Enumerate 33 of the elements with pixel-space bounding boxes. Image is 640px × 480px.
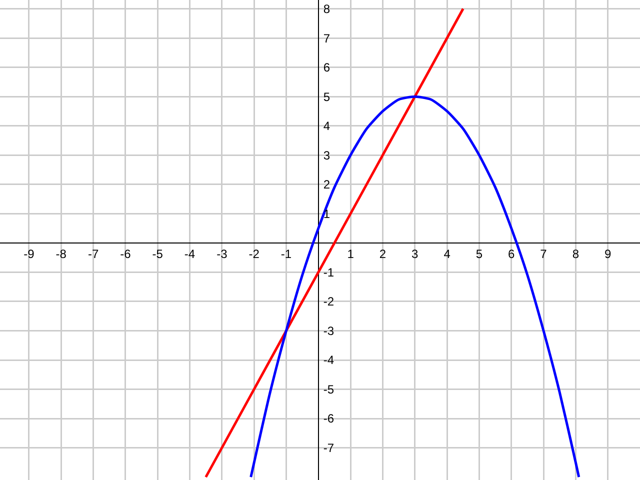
y-tick-label: 8 [323,2,330,16]
y-tick-label: -2 [323,294,334,309]
x-tick-label: -3 [216,246,228,261]
x-tick-label: 5 [476,246,483,261]
y-tick-label: 5 [323,90,330,104]
y-tick-label: -1 [323,265,334,280]
x-tick-label: 3 [412,246,419,261]
x-tick-label: 8 [572,246,580,261]
y-tick-label: 7 [323,31,330,46]
x-tick-label: 4 [444,246,451,261]
y-tick-label: -5 [323,382,334,396]
y-tick-label: -6 [323,412,334,426]
y-tick-label: 3 [323,148,330,162]
x-tick-label: -2 [248,246,260,261]
x-tick-label: -5 [152,246,164,261]
x-tick-label: -9 [24,246,35,261]
y-tick-label: -3 [323,324,334,338]
y-tick-label: -4 [323,353,334,368]
x-tick-label: 9 [604,246,612,261]
y-tick-label: 6 [323,60,330,75]
x-tick-label: -8 [56,246,67,261]
y-tick-label: 4 [323,119,330,134]
y-tick-label: 1 [323,206,330,221]
x-tick-label: 6 [508,246,516,261]
x-tick-label: -4 [184,246,196,261]
x-tick-label: 2 [379,246,386,261]
y-tick-label: -7 [323,441,334,455]
x-tick-label: -7 [88,246,99,261]
y-tick-label: 2 [323,178,330,192]
x-tick-label: -1 [280,246,292,261]
x-tick-label: 1 [347,246,354,261]
x-tick-label: 7 [540,246,548,261]
x-tick-label: -6 [120,246,132,261]
